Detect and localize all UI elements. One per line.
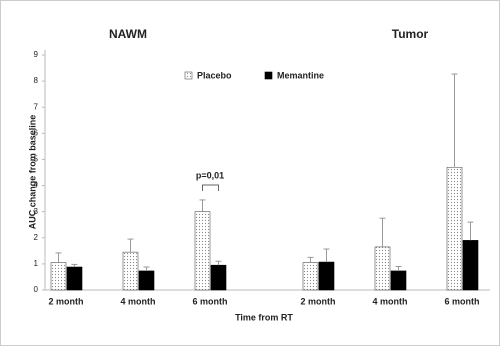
x-axis-label: Time from RT [235,312,293,322]
x-tick-label: 6 month [445,296,480,306]
legend-swatch [264,71,273,80]
bar [138,270,155,291]
bar [50,262,67,291]
legend-swatch [184,71,193,80]
x-tick-label: 4 month [121,296,156,306]
y-tick-label: 5 [34,155,39,164]
y-tick-label: 2 [34,233,39,242]
significance-bracket [202,184,219,191]
x-tick-label: 2 month [49,296,84,306]
x-tick-label: 2 month [301,296,336,306]
x-tick-label: 6 month [193,296,228,306]
y-tick-label: 8 [34,76,39,85]
bar [302,262,319,291]
bar [318,261,335,291]
annotation: p=0,01 [196,170,224,180]
bar [374,246,391,291]
bar [390,270,407,291]
bar [462,240,479,291]
y-tick-label: 4 [34,181,39,190]
y-tick-label: 3 [34,207,39,216]
y-tick-label: 9 [34,50,39,59]
y-tick-label: 7 [34,102,39,111]
bar [122,251,139,291]
panel-title: NAWM [109,27,147,41]
y-tick-label: 0 [34,285,39,294]
y-tick-label: 6 [34,128,39,137]
y-axis-label: AUC change from baseline [27,115,37,230]
bar [194,211,211,291]
bar [210,264,227,291]
y-tick-label: 1 [34,259,39,268]
bar [66,266,83,291]
x-tick-label: 4 month [373,296,408,306]
legend-label: Memantine [277,70,324,80]
legend-label: Placebo [197,70,232,80]
panel-title: Tumor [392,27,429,41]
bar [446,166,463,291]
